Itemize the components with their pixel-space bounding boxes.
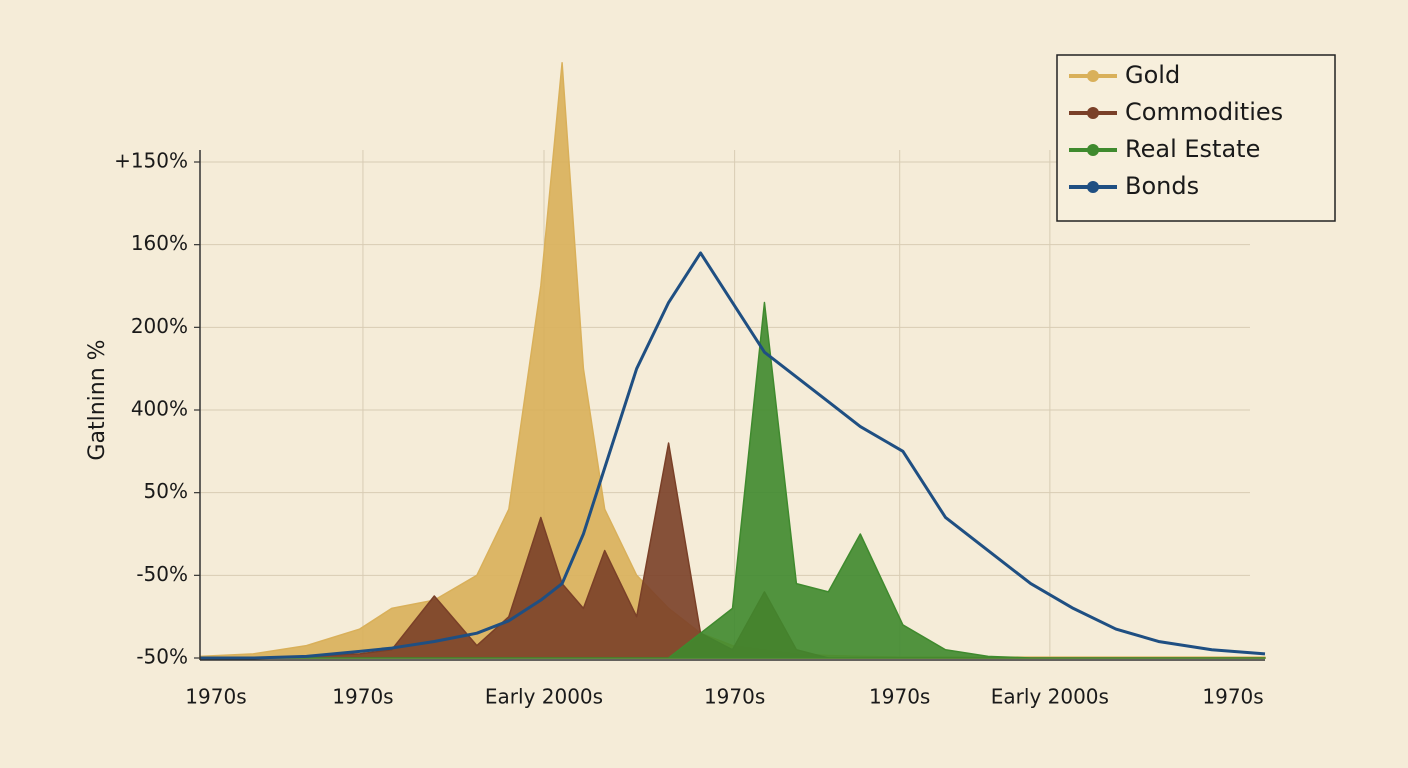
x-tick-label: 1970s bbox=[185, 685, 246, 709]
x-tick-label: 1970s bbox=[869, 685, 930, 709]
legend: Gold Commodities Real Estate Bonds bbox=[1056, 54, 1336, 222]
x-tick-label: Early 2000s bbox=[485, 685, 603, 709]
y-tick-label: 160% bbox=[131, 231, 188, 255]
legend-label: Real Estate bbox=[1125, 135, 1260, 163]
x-tick-label: 1970s bbox=[332, 685, 393, 709]
y-tick-label: 200% bbox=[131, 314, 188, 338]
x-tick-label: 1970s bbox=[704, 685, 765, 709]
legend-box bbox=[1056, 54, 1336, 222]
legend-label: Commodities bbox=[1125, 98, 1283, 126]
legend-marker bbox=[1087, 107, 1099, 119]
x-tick-label: Early 2000s bbox=[991, 685, 1109, 709]
legend-marker bbox=[1087, 70, 1099, 82]
y-tick-label: 400% bbox=[131, 397, 188, 421]
y-tick-label: +150% bbox=[114, 149, 188, 173]
y-tick-label: -50% bbox=[136, 645, 188, 669]
legend-label: Bonds bbox=[1125, 172, 1199, 200]
legend-label: Gold bbox=[1125, 61, 1180, 89]
line bbox=[200, 251, 1266, 660]
y-axis-label: Gatlninn % bbox=[85, 339, 110, 460]
legend-marker bbox=[1087, 144, 1099, 156]
x-tick-label: 1970s bbox=[1202, 685, 1263, 709]
y-tick-label: 50% bbox=[144, 479, 188, 503]
area bbox=[199, 301, 1266, 659]
legend-marker bbox=[1087, 181, 1099, 193]
y-tick-label: -50% bbox=[136, 562, 188, 586]
